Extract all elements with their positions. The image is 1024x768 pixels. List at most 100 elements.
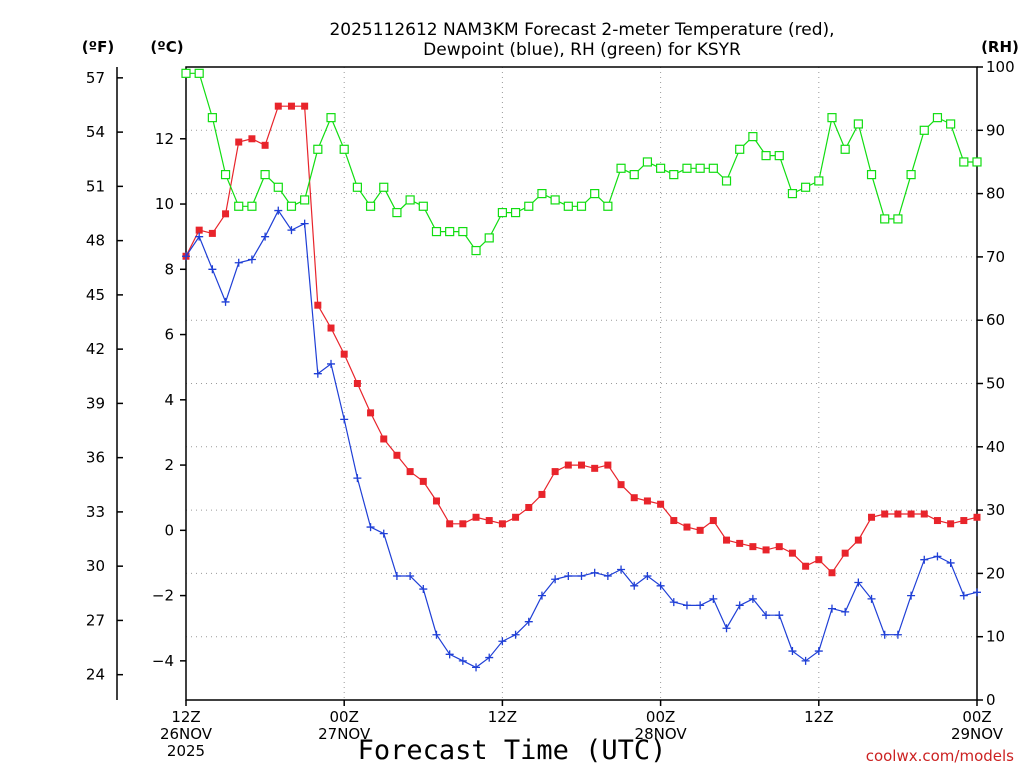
temperature-point-37 — [670, 517, 678, 525]
dewpoint-point-23 — [485, 653, 494, 662]
dewpoint-point-54 — [893, 630, 902, 639]
dewpoint-point-14 — [366, 523, 375, 532]
rh-point-40 — [708, 163, 718, 173]
rh-tick-label-70: 70 — [986, 248, 1005, 266]
dewpoint-line — [185, 209, 978, 669]
rh-point-41 — [721, 176, 732, 186]
rh-point-16 — [392, 207, 402, 218]
dewpoint-point-34 — [630, 581, 639, 590]
temperature-point-55 — [907, 510, 915, 518]
dewpoint-point-0 — [182, 252, 190, 261]
temperature-point-54 — [894, 510, 902, 518]
fahrenheit-tick-label-27: 27 — [86, 611, 105, 629]
rh-point-0 — [181, 68, 191, 78]
temperature-point-8 — [287, 102, 295, 110]
dewpoint-point-51 — [854, 578, 863, 587]
temperature-point-5 — [248, 135, 256, 143]
temperature-point-9 — [301, 102, 309, 110]
temperature-point-45 — [775, 543, 783, 551]
temperature-point-46 — [788, 549, 796, 557]
temperature-point-3 — [222, 210, 230, 218]
temperature-point-32 — [604, 461, 612, 469]
rh-point-2 — [207, 113, 217, 123]
rh-point-21 — [458, 226, 468, 237]
rh-point-42 — [735, 144, 745, 154]
dewpoint-point-60 — [973, 588, 981, 597]
temperature-point-40 — [709, 517, 717, 525]
rh-point-38 — [682, 163, 692, 173]
x-tick-label-36-1: 28NOV — [635, 725, 688, 743]
rh-point-39 — [695, 163, 705, 173]
fahrenheit-tick-label-42: 42 — [86, 340, 105, 358]
rh-point-44 — [761, 151, 771, 161]
dewpoint-point-9 — [300, 219, 309, 228]
rh-point-58 — [946, 119, 956, 129]
x-tick-label-0-1: 26NOV — [160, 725, 213, 743]
dewpoint-point-52 — [867, 594, 876, 603]
dewpoint-point-53 — [880, 630, 889, 639]
rh-tick-label-90: 90 — [986, 121, 1005, 139]
dewpoint-point-26 — [524, 617, 533, 626]
rh-point-10 — [313, 144, 323, 154]
dewpoint-point-43 — [748, 594, 757, 603]
dewpoint-point-10 — [313, 369, 322, 378]
temperature-point-25 — [512, 513, 520, 521]
fahrenheit-tick-label-48: 48 — [86, 232, 105, 250]
rh-point-32 — [603, 201, 613, 211]
dewpoint-point-16 — [392, 572, 401, 581]
dewpoint-point-42 — [735, 601, 744, 610]
dewpoint-point-50 — [841, 607, 850, 616]
rh-point-20 — [445, 226, 455, 237]
temperature-point-60 — [973, 513, 981, 521]
dewpoint-point-41 — [722, 624, 731, 633]
temperature-point-20 — [446, 520, 454, 528]
fahrenheit-tick-label-39: 39 — [86, 394, 105, 412]
dewpoint-point-57 — [933, 552, 942, 561]
temperature-line — [185, 105, 978, 574]
temperature-point-50 — [841, 549, 849, 557]
chart-title-line-2: Dewpoint (blue), RH (green) for KSYR — [423, 40, 741, 60]
x-tick-label-48-0: 12Z — [804, 708, 833, 726]
dewpoint-point-33 — [617, 565, 626, 574]
fahrenheit-tick-label-30: 30 — [86, 557, 105, 575]
celsius-tick-label-2: 2 — [164, 456, 174, 474]
rh-point-19 — [431, 226, 442, 237]
temperature-point-42 — [736, 539, 744, 547]
rh-point-34 — [629, 170, 639, 180]
dewpoint-point-20 — [445, 650, 454, 659]
dewpoint-point-25 — [511, 630, 520, 639]
rh-point-18 — [418, 201, 428, 211]
dewpoint-point-24 — [498, 637, 507, 646]
x-tick-label-60-1: 29NOV — [951, 725, 1004, 743]
dewpoint-point-46 — [788, 647, 797, 656]
chart-title-line-1: 2025112612 NAM3KM Forecast 2-meter Tempe… — [329, 20, 834, 40]
celsius-tick-label--4: −4 — [152, 652, 174, 670]
temperature-point-10 — [314, 301, 322, 309]
rh-point-15 — [379, 182, 389, 192]
temperature-point-7 — [274, 102, 282, 110]
temperature-point-16 — [393, 451, 401, 459]
temperature-point-11 — [327, 324, 335, 332]
dewpoint-point-4 — [234, 258, 243, 267]
dewpoint-point-5 — [247, 255, 256, 264]
temperature-point-13 — [353, 380, 361, 387]
gridlines — [186, 67, 977, 700]
source-label: coolwx.com/models — [866, 747, 1014, 765]
dewpoint-point-8 — [287, 226, 296, 235]
temperature-point-52 — [868, 513, 876, 521]
rh-point-9 — [300, 195, 310, 205]
rh-point-5 — [247, 201, 257, 211]
celsius-tick-label-12: 12 — [155, 130, 174, 148]
dewpoint-point-17 — [406, 572, 415, 581]
rh-tick-label-10: 10 — [986, 628, 1005, 646]
dewpoint-point-19 — [432, 630, 441, 639]
rh-tick-label-80: 80 — [986, 185, 1005, 203]
dewpoint-point-7 — [274, 206, 283, 215]
temperature-point-19 — [432, 497, 440, 505]
rh-point-56 — [919, 125, 929, 135]
rh-axis-unit: (RH) — [981, 38, 1019, 56]
rh-point-26 — [524, 201, 534, 211]
rh-point-46 — [787, 189, 798, 199]
rh-point-51 — [853, 119, 863, 129]
x-tick-label-24-0: 12Z — [488, 708, 517, 726]
